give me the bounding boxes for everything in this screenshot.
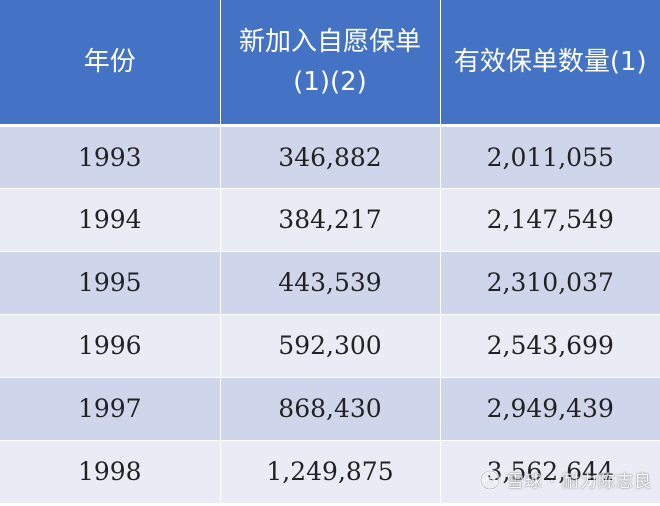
cell-new-policies: 868,430 (220, 377, 441, 441)
table-row: 1998 1,249,875 3,562,644 (0, 440, 660, 504)
table-row: 1996 592,300 2,543,699 (0, 314, 660, 378)
table-body: 1993 346,882 2,011,055 1994 384,217 2,14… (0, 125, 660, 504)
table-header: 年份 新加入自愿保单(1)(2) 有效保单数量(1) (0, 0, 660, 125)
header-new-policies: 新加入自愿保单(1)(2) (220, 0, 441, 125)
cell-new-policies: 592,300 (220, 314, 441, 378)
table-row: 1993 346,882 2,011,055 (0, 125, 660, 189)
cell-year: 1997 (0, 377, 221, 441)
cell-new-policies: 346,882 (220, 125, 441, 189)
table-row: 1997 868,430 2,949,439 (0, 377, 660, 441)
cell-year: 1995 (0, 251, 221, 315)
cell-new-policies: 384,217 (220, 188, 441, 252)
cell-new-policies: 1,249,875 (220, 440, 441, 504)
cell-year: 1998 (0, 440, 221, 504)
cell-active-policies: 2,011,055 (440, 125, 660, 189)
cell-year: 1993 (0, 125, 221, 189)
cell-active-policies: 2,949,439 (440, 377, 660, 441)
table-row: 1994 384,217 2,147,549 (0, 188, 660, 252)
header-active-policies: 有效保单数量(1) (440, 0, 660, 125)
cell-active-policies: 2,147,549 (440, 188, 660, 252)
cell-year: 1994 (0, 188, 221, 252)
cell-active-policies: 2,310,037 (440, 251, 660, 315)
table-row: 1995 443,539 2,310,037 (0, 251, 660, 315)
cell-active-policies: 2,543,699 (440, 314, 660, 378)
cell-new-policies: 443,539 (220, 251, 441, 315)
header-year: 年份 (0, 0, 221, 125)
cell-active-policies: 3,562,644 (440, 440, 660, 504)
cell-year: 1996 (0, 314, 221, 378)
header-row: 年份 新加入自愿保单(1)(2) 有效保单数量(1) (0, 0, 660, 125)
